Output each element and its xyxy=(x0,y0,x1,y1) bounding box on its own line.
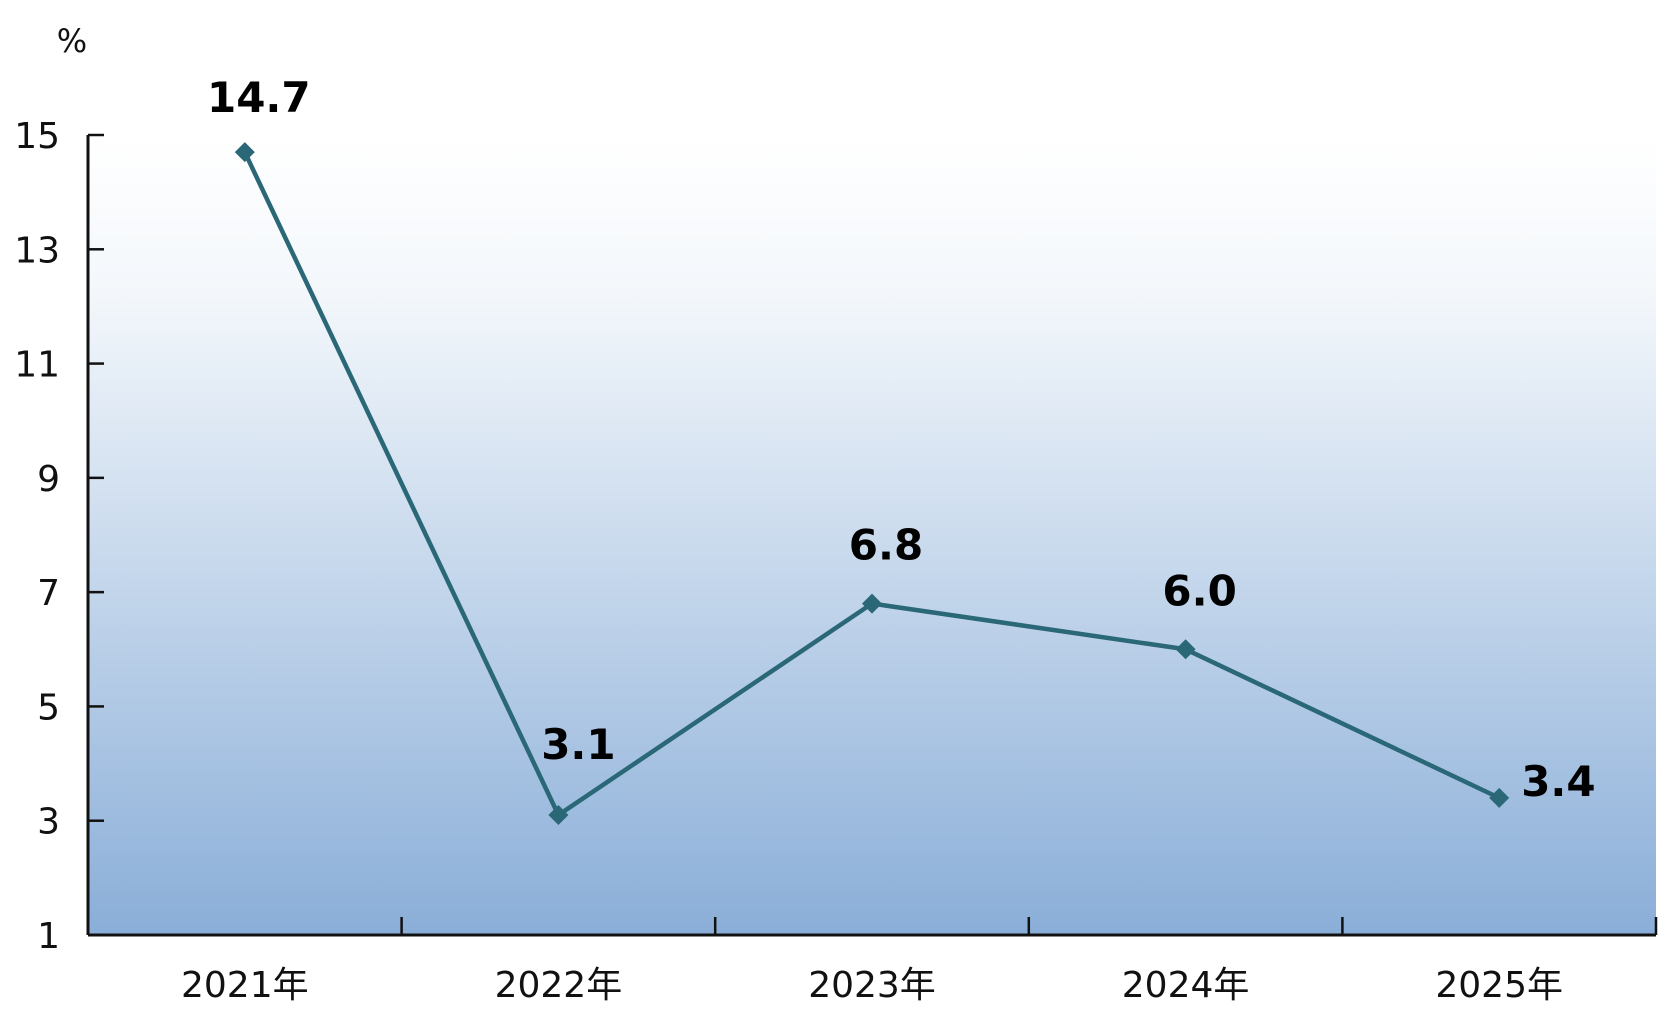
y-tick-label: 11 xyxy=(14,345,60,386)
y-tick-label: 15 xyxy=(14,116,60,157)
data-point-marker xyxy=(1175,639,1196,660)
x-tick-label: 2022年 xyxy=(495,965,623,1006)
data-point-marker xyxy=(862,593,882,614)
y-tick-label: 7 xyxy=(37,573,60,614)
y-axis-unit-label: % xyxy=(57,22,87,60)
data-labels: 14.7 3.1 6.8 6.0 3.4 xyxy=(207,73,1596,806)
data-label: 6.8 xyxy=(849,521,923,570)
y-tick-label: 3 xyxy=(37,802,60,843)
x-tick-label: 2023年 xyxy=(808,965,936,1006)
data-point-marker xyxy=(548,805,569,825)
x-tick-label: 2024年 xyxy=(1122,965,1250,1006)
x-tick-label: 2025年 xyxy=(1435,965,1563,1006)
y-tick-label: 13 xyxy=(14,230,60,271)
x-axis-ticks: 2021年 2022年 2023年 2024年 2025年 xyxy=(181,917,1658,1006)
y-tick-label: 9 xyxy=(37,459,60,500)
plot-area-background xyxy=(88,135,1656,935)
data-label: 14.7 xyxy=(207,73,311,122)
data-point-marker xyxy=(1489,787,1510,808)
data-label: 3.4 xyxy=(1521,757,1595,806)
axes xyxy=(86,135,1656,937)
y-tick-label: 5 xyxy=(37,687,60,728)
x-tick-label: 2021年 xyxy=(181,965,309,1006)
y-tick-label: 1 xyxy=(37,916,60,957)
data-label: 3.1 xyxy=(541,720,615,769)
data-markers xyxy=(234,142,1510,825)
data-point-marker xyxy=(234,142,255,163)
data-label: 6.0 xyxy=(1162,566,1236,615)
